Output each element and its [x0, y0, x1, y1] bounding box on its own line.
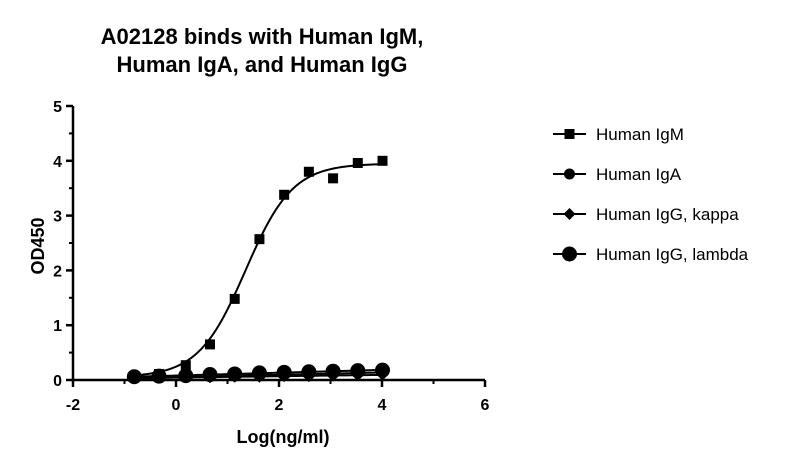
legend-marker-2 [564, 168, 575, 180]
chart-title-line-2: Human IgA, and Human IgG [117, 52, 408, 77]
data-point-series-4 [202, 367, 218, 383]
data-point-series-4 [325, 363, 341, 379]
data-point-series-1 [180, 360, 191, 371]
data-point-series-1 [352, 157, 363, 168]
y-axis-label: OD450 [28, 217, 48, 274]
legend-marker-4 [562, 246, 577, 262]
y-tick-label: 2 [53, 263, 62, 280]
x-tick-label: 6 [481, 397, 490, 414]
data-point-series-1 [279, 189, 290, 200]
legend-label-4: Human IgG, lambda [596, 245, 749, 264]
x-axis-label: Log(ng/ml) [237, 427, 330, 447]
series-curve-1 [134, 163, 383, 377]
data-point-series-1 [328, 173, 339, 184]
y-tick-label: 1 [53, 318, 62, 335]
legend-marker-1 [564, 129, 575, 139]
data-point-series-4 [251, 365, 267, 381]
data-point-series-4 [151, 368, 167, 384]
data-point-series-4 [276, 364, 292, 380]
data-point-series-1 [303, 166, 314, 177]
x-tick-label: -2 [66, 397, 80, 414]
data-point-series-4 [375, 362, 391, 378]
data-point-series-4 [178, 368, 194, 384]
data-point-series-4 [350, 363, 366, 379]
data-point-series-1 [377, 155, 388, 166]
y-tick-label: 0 [53, 373, 62, 390]
y-tick-label: 3 [53, 209, 62, 226]
x-tick-label: 0 [172, 397, 181, 414]
data-point-series-1 [204, 339, 215, 350]
data-point-series-4 [227, 366, 243, 382]
data-point-series-4 [301, 364, 317, 380]
data-point-series-4 [126, 369, 142, 385]
data-point-series-1 [254, 234, 265, 245]
y-tick-label: 4 [53, 154, 62, 171]
y-tick-label: 5 [53, 99, 62, 116]
x-tick-label: 2 [275, 397, 284, 414]
data-point-series-1 [229, 293, 240, 304]
legend-marker-3 [563, 208, 576, 220]
legend-label-2: Human IgA [596, 165, 682, 184]
x-tick-label: 4 [378, 397, 387, 414]
chart-title-line-1: A02128 binds with Human IgM, [101, 24, 424, 49]
legend-label-1: Human IgM [596, 125, 684, 144]
legend-label-3: Human IgG, kappa [596, 205, 739, 224]
